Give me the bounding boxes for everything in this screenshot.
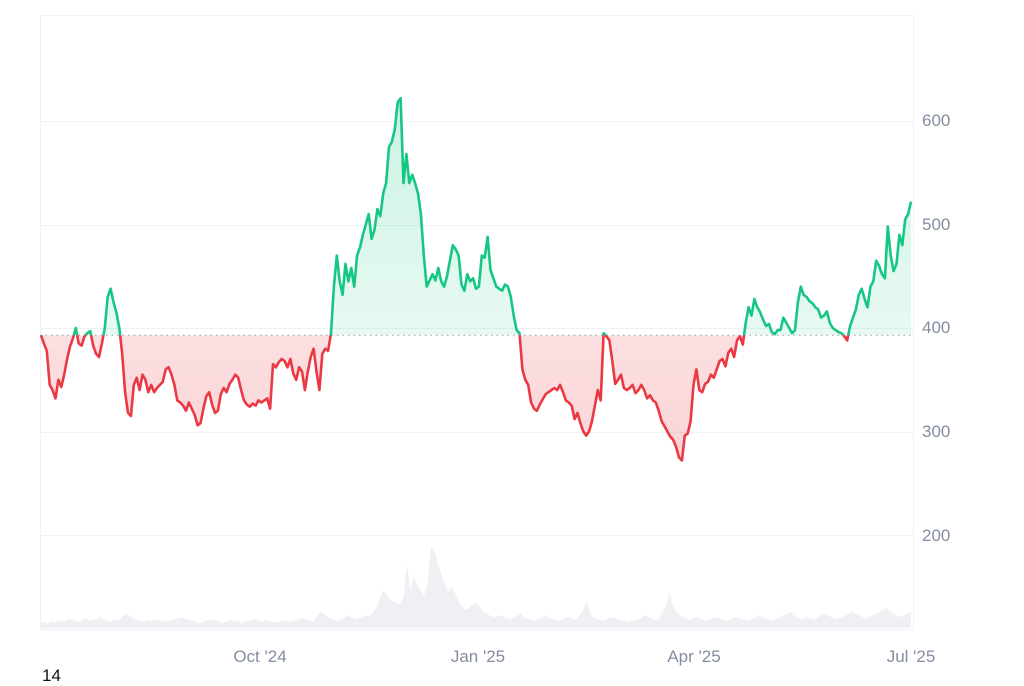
y-tick-400: 400 — [922, 318, 951, 337]
volume-area — [41, 547, 911, 628]
y-tick-300: 300 — [922, 422, 951, 441]
x-tick-jan-25: Jan '25 — [450, 647, 506, 666]
price-line-up[interactable] — [40, 96, 913, 460]
x-tick-apr-25: Apr '25 — [667, 647, 721, 666]
price-area-down — [41, 335, 911, 461]
y-tick-200: 200 — [922, 526, 951, 545]
x-tick-jul-25: Jul '25 — [886, 647, 936, 666]
price-line-down[interactable] — [39, 98, 911, 462]
price-area-up — [41, 98, 911, 336]
x-tick-oct-24: Oct '24 — [233, 647, 287, 666]
y-tick-500: 500 — [922, 215, 951, 234]
corner-label: 14 — [42, 666, 61, 685]
y-tick-600: 600 — [922, 111, 951, 130]
